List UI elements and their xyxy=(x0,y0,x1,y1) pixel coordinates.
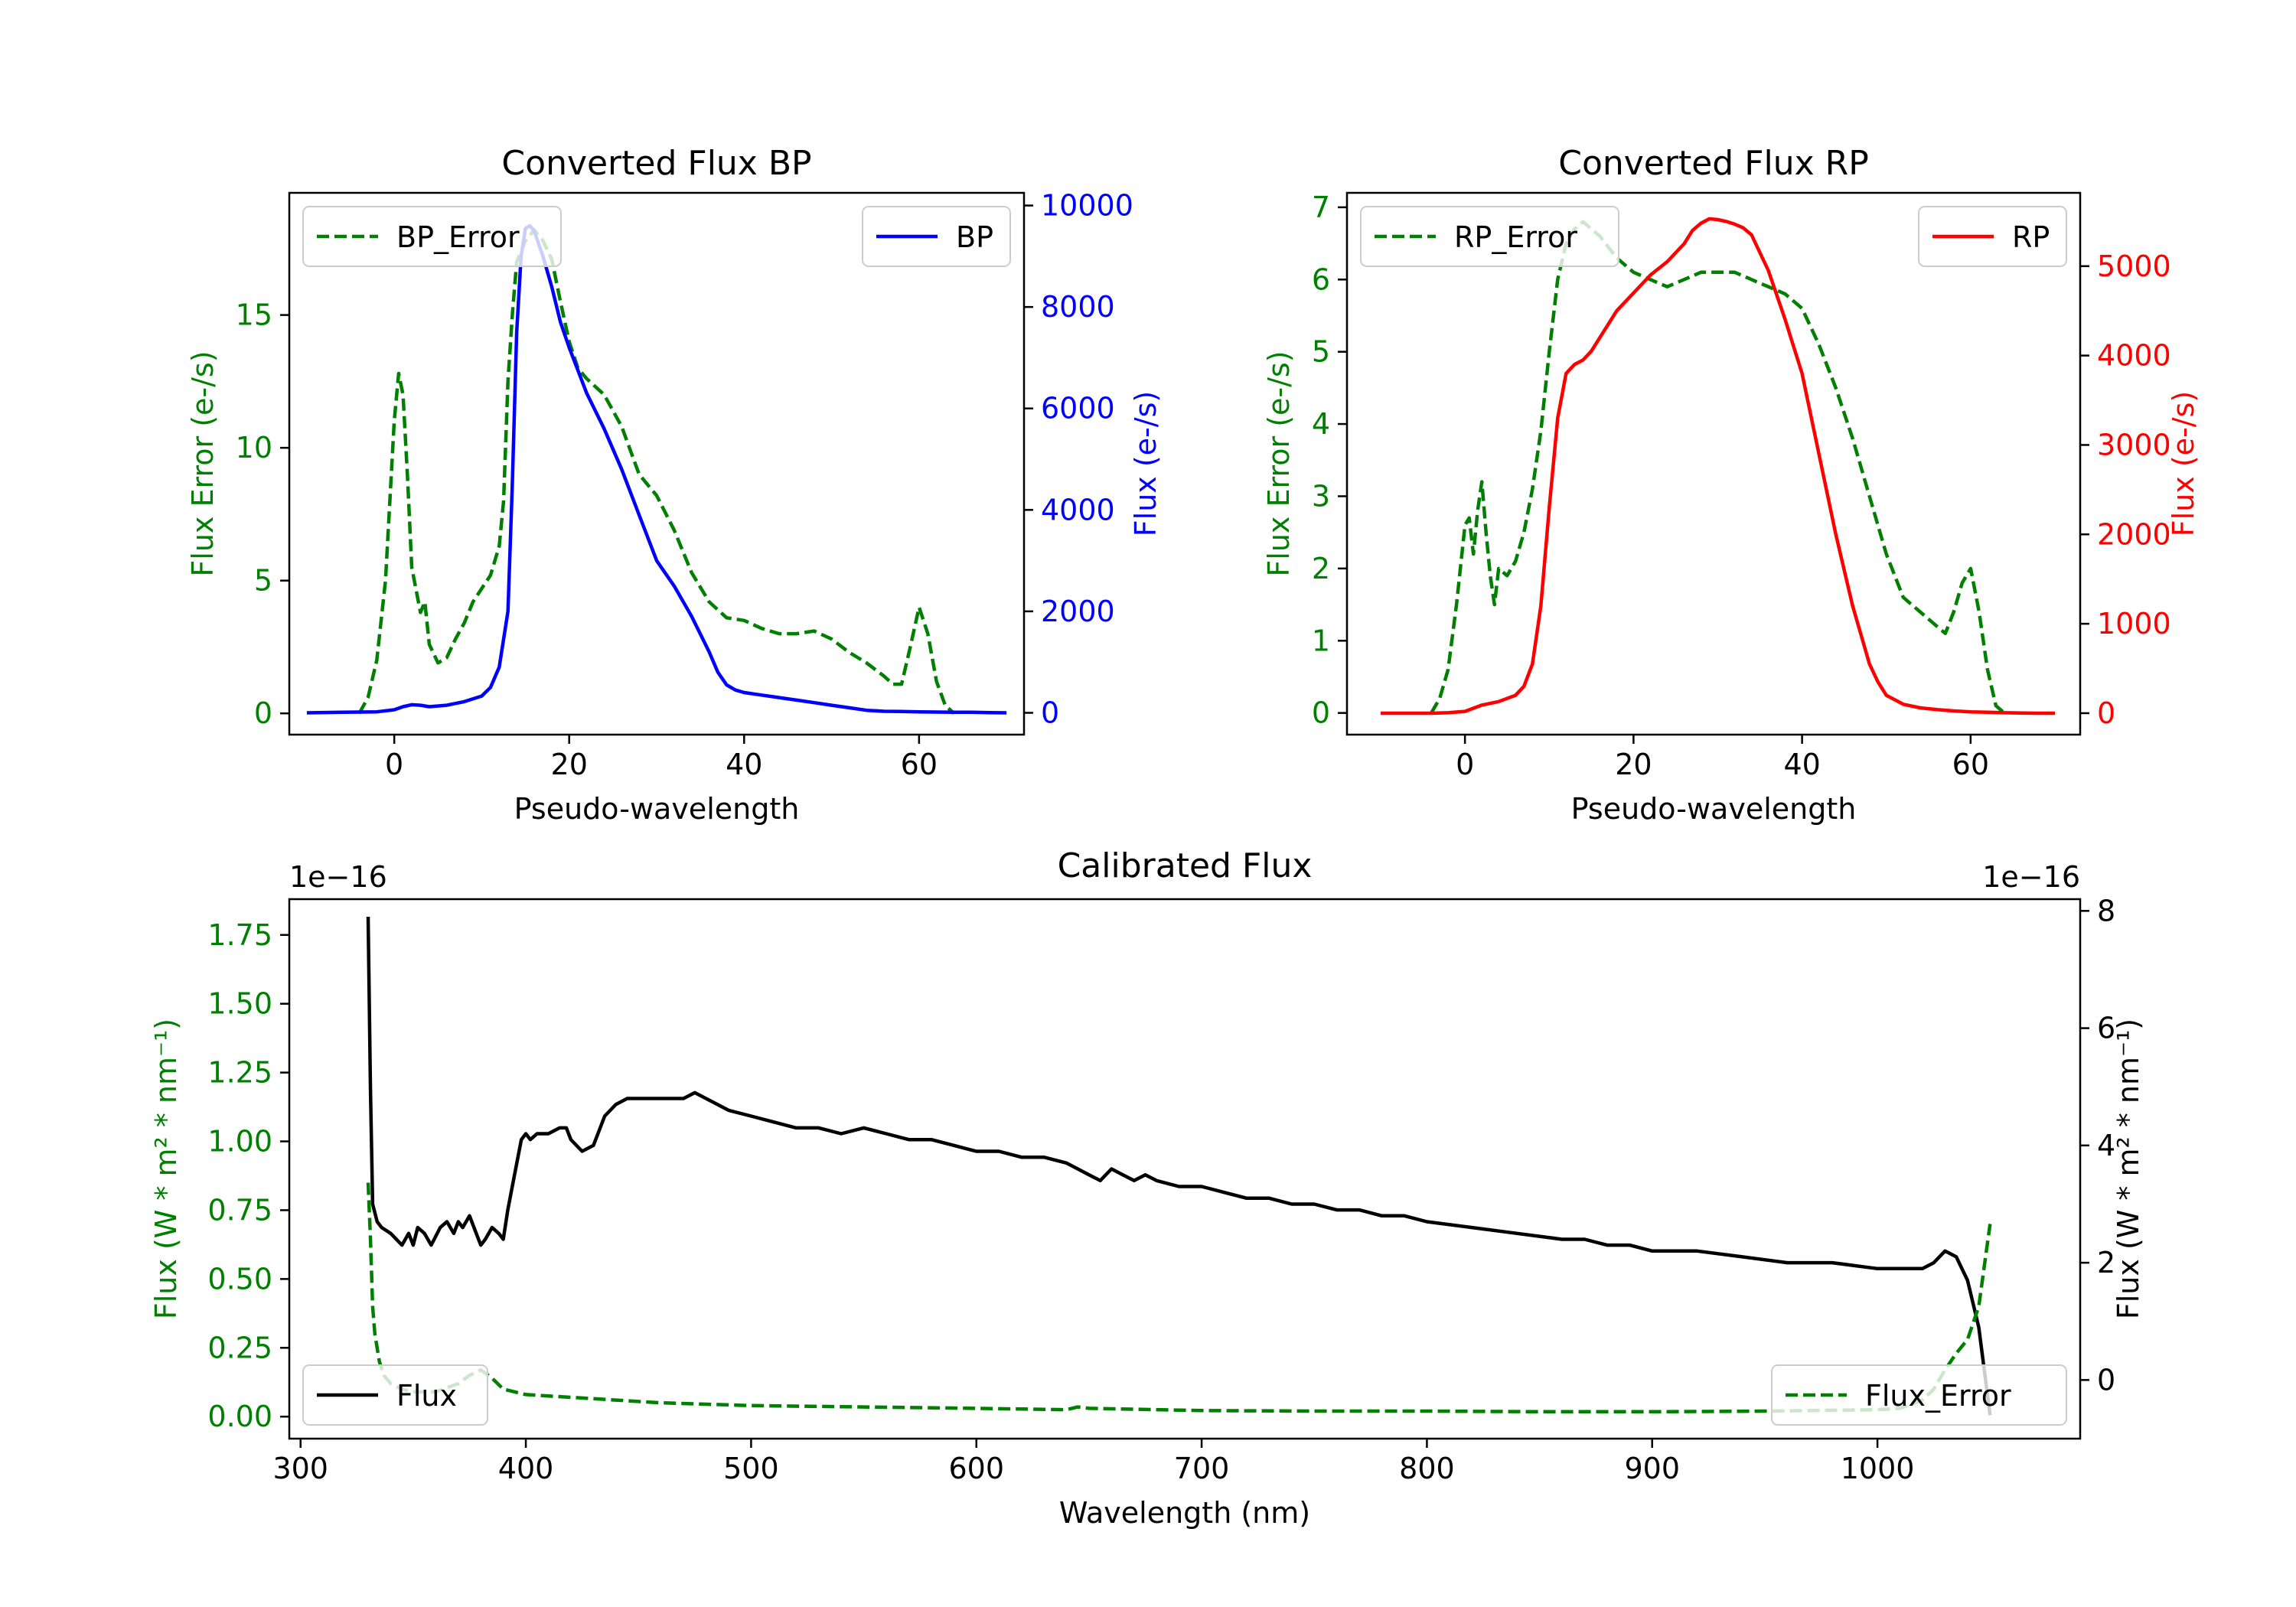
rp-xtick-label: 40 xyxy=(1783,748,1820,781)
cal-right-offset: 1e−16 xyxy=(1982,860,2080,894)
rp-rtick-label: 4000 xyxy=(2097,339,2171,373)
rp-ltick-label: 7 xyxy=(1312,191,1330,224)
rp-ltick-label: 6 xyxy=(1312,262,1330,296)
cal-rtick-label: 6 xyxy=(2097,1012,2115,1045)
cal-ltick-label: 1.25 xyxy=(207,1056,272,1090)
cal-left-axis-label: Flux (W * m² * nm⁻¹) xyxy=(149,1019,183,1319)
rp-legend-box xyxy=(1360,206,1619,267)
bp-left-axis-label: Flux Error (e-/s) xyxy=(186,350,220,576)
rp-left-axis-label: Flux Error (e-/s) xyxy=(1262,350,1296,576)
rp-series-rp xyxy=(1381,217,2055,715)
cal-rtick-label: 8 xyxy=(2097,894,2115,927)
cal-xtick-label: 600 xyxy=(948,1452,1004,1485)
cal-left-offset: 1e−16 xyxy=(289,860,387,894)
cal-rtick-label: 4 xyxy=(2097,1129,2115,1162)
cal-legend-flux: Flux xyxy=(302,1364,488,1426)
rp-ltick-label: 3 xyxy=(1312,479,1330,513)
cal-xtick-label: 500 xyxy=(723,1452,779,1485)
cal-legend-label: Flux_Error xyxy=(1865,1379,2011,1413)
rp-ltick-label: 1 xyxy=(1312,624,1330,657)
cal-xtick-label: 300 xyxy=(272,1452,328,1485)
rp-series-rp_error xyxy=(1430,220,2006,715)
bp-legend-label: BP_Error xyxy=(396,220,520,254)
bp-rtick-label: 6000 xyxy=(1041,392,1115,425)
rp-rtick-label: 2000 xyxy=(2097,517,2171,551)
bp-legend-box xyxy=(302,206,562,267)
cal-xtick-label: 400 xyxy=(498,1452,554,1485)
bp-right-axis-label: Flux (e-/s) xyxy=(1129,391,1163,536)
rp-xlabel: Pseudo-wavelength xyxy=(1571,792,1857,826)
bp-series-bp_error xyxy=(357,228,956,715)
rp-panel: Converted Flux RP 0 20 40 60Pseudo-waveleng… xyxy=(1262,144,2200,826)
cal-ltick-label: 0.50 xyxy=(207,1262,272,1296)
bp-legend-bp_error: BP_Error xyxy=(302,206,562,267)
cal-xtick-label: 800 xyxy=(1399,1452,1455,1485)
cal-legend-box xyxy=(1771,1364,2067,1426)
cal-series-flux_error xyxy=(366,1182,1992,1414)
bp-rtick-label: 8000 xyxy=(1041,290,1115,324)
bp-series-bp xyxy=(306,223,1007,715)
cal-ltick-label: 0.00 xyxy=(207,1400,272,1433)
rp-legend-rp_error: RP_Error xyxy=(1360,206,1619,267)
bp-xtick-label: 20 xyxy=(551,748,588,781)
cal-frame xyxy=(288,898,2082,1440)
rp-ltick-label: 4 xyxy=(1312,407,1330,441)
rp-rtick-label: 0 xyxy=(2097,696,2115,730)
rp-legend-label: RP_Error xyxy=(1454,220,1577,254)
cal-xtick-label: 700 xyxy=(1174,1452,1230,1485)
rp-ltick-label: 0 xyxy=(1312,696,1330,730)
bp-xtick-label: 40 xyxy=(726,748,762,781)
cal-panel: Calibrated Flux 300 400 500 600 700 800 900 100… xyxy=(149,846,2145,1530)
cal-ltick-label: 1.75 xyxy=(207,918,272,952)
cal-xlabel: Wavelength (nm) xyxy=(1059,1496,1310,1530)
cal-rtick-label: 2 xyxy=(2097,1246,2115,1279)
rp-xtick-label: 20 xyxy=(1615,748,1652,781)
cal-xtick-label: 900 xyxy=(1624,1452,1680,1485)
bp-title: Converted Flux BP xyxy=(501,144,811,183)
cal-right-axis-label: Flux (W * m² * nm⁻¹) xyxy=(2112,1019,2145,1319)
rp-ltick-label: 2 xyxy=(1312,552,1330,585)
cal-rtick-label: 0 xyxy=(2097,1363,2115,1397)
bp-xtick-label: 60 xyxy=(901,748,938,781)
bp-ltick-label: 0 xyxy=(254,696,272,730)
rp-legend-label: RP xyxy=(2012,220,2050,254)
rp-legend-rp: RP xyxy=(1918,206,2067,267)
bp-panel: Converted Flux BP 0 20 40 60 Pseudo-waveleng… xyxy=(186,144,1163,826)
rp-rtick-label: 3000 xyxy=(2097,428,2171,461)
bp-rtick-label: 10000 xyxy=(1041,189,1133,223)
bp-xlabel: Pseudo-wavelength xyxy=(514,792,800,826)
bp-rtick-label: 2000 xyxy=(1041,595,1115,628)
cal-ltick-label: 0.25 xyxy=(207,1331,272,1364)
rp-xtick-label: 0 xyxy=(1456,748,1474,781)
bp-legend-bp: BP xyxy=(862,206,1011,267)
bp-rtick-label: 4000 xyxy=(1041,493,1115,526)
bp-frame xyxy=(288,191,1026,736)
rp-ltick-label: 5 xyxy=(1312,335,1330,369)
rp-rtick-label: 5000 xyxy=(2097,249,2171,283)
rp-xtick-label: 60 xyxy=(1952,748,1989,781)
rp-frame xyxy=(1345,191,2082,736)
cal-ltick-label: 1.50 xyxy=(207,987,272,1021)
cal-ltick-label: 1.00 xyxy=(207,1125,272,1159)
cal-legend-box xyxy=(302,1364,488,1426)
cal-series-flux xyxy=(366,916,1992,1416)
cal-xtick-label: 1000 xyxy=(1841,1452,1915,1485)
cal-legend-label: Flux xyxy=(396,1379,457,1413)
bp-ltick-label: 15 xyxy=(236,298,272,332)
cal-ltick-label: 0.75 xyxy=(207,1193,272,1227)
bp-rtick-label: 0 xyxy=(1041,696,1059,729)
cal-legend-flux_error: Flux_Error xyxy=(1771,1364,2067,1426)
rp-right-axis-label: Flux (e-/s) xyxy=(2167,391,2200,536)
bp-ltick-label: 5 xyxy=(254,564,272,598)
rp-title: Converted Flux RP xyxy=(1558,144,1869,183)
bp-xtick-label: 0 xyxy=(385,748,403,781)
bp-ltick-label: 10 xyxy=(236,431,272,464)
bp-legend-label: BP xyxy=(956,220,993,254)
cal-title: Calibrated Flux xyxy=(1058,846,1313,885)
rp-rtick-label: 1000 xyxy=(2097,607,2171,641)
